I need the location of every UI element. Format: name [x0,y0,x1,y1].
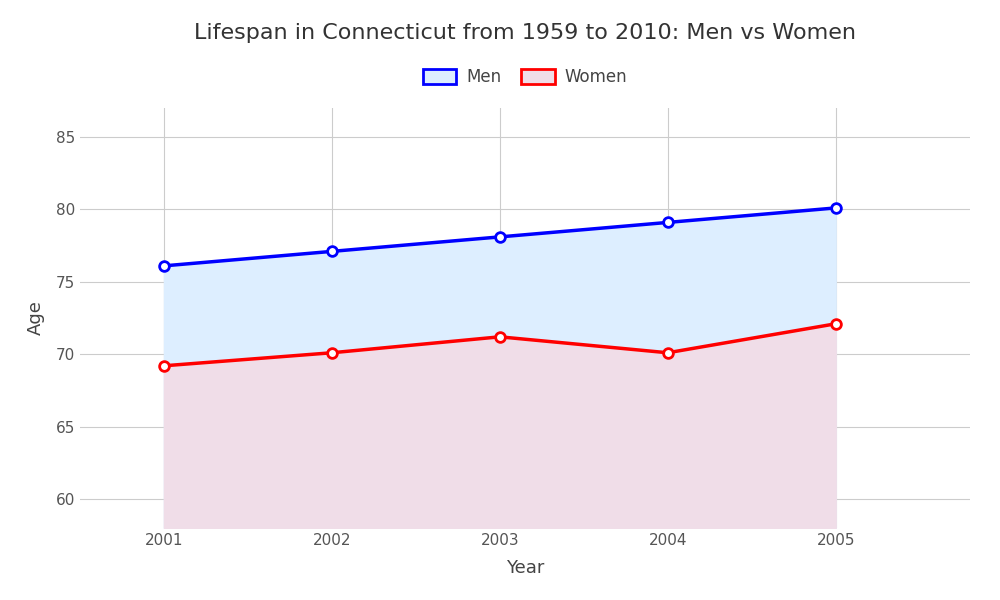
Legend: Men, Women: Men, Women [416,62,634,93]
X-axis label: Year: Year [506,559,544,577]
Y-axis label: Age: Age [27,301,45,335]
Title: Lifespan in Connecticut from 1959 to 2010: Men vs Women: Lifespan in Connecticut from 1959 to 201… [194,23,856,43]
